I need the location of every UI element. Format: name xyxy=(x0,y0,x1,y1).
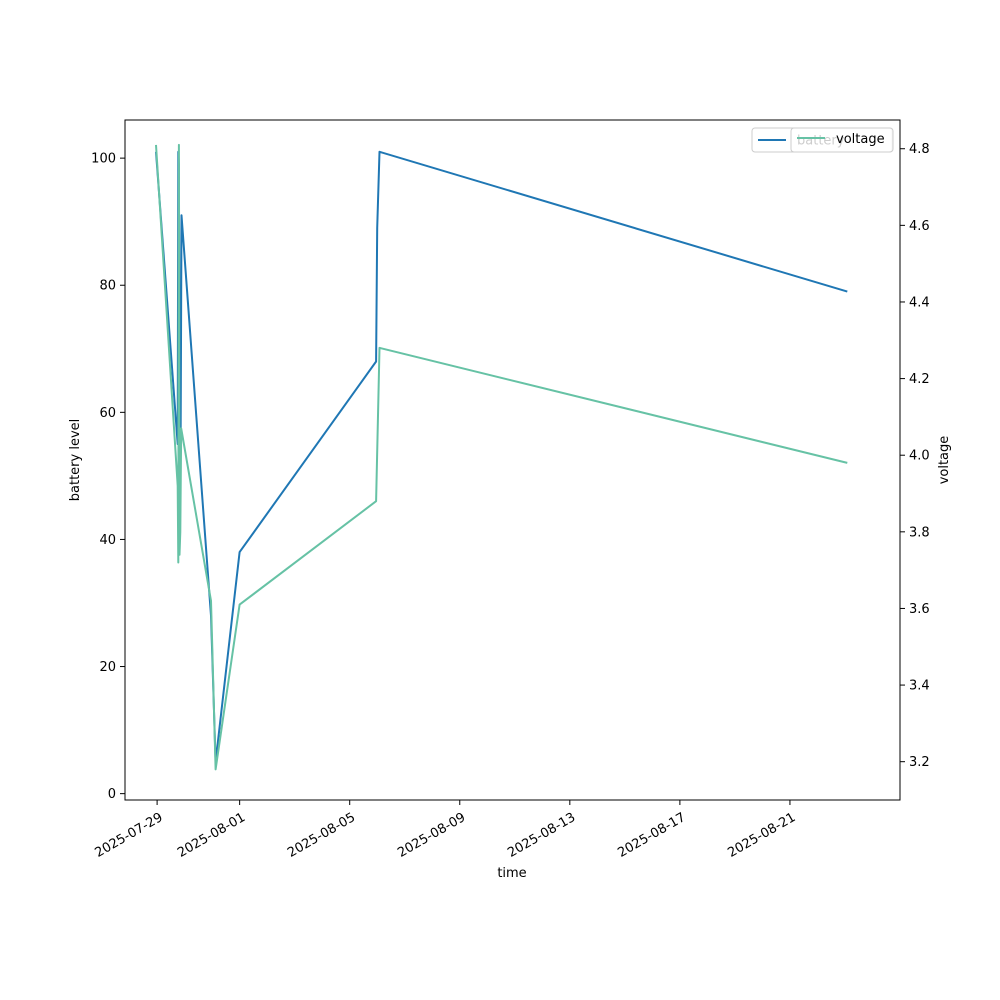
y-axis-label-right: voltage xyxy=(937,436,952,485)
series-line-battery xyxy=(155,150,848,763)
y-tick-label-left: 40 xyxy=(99,533,116,548)
y-tick-label-left: 60 xyxy=(99,406,116,421)
legend-box-voltage xyxy=(790,127,894,153)
x-tick-label: 2025-08-21 xyxy=(725,810,798,861)
y-tick-label-right: 3.2 xyxy=(909,755,930,770)
y-tick-label-right: 4.8 xyxy=(909,142,930,157)
plot-frame xyxy=(124,119,901,801)
y-tick-label-right: 3.8 xyxy=(909,525,930,540)
x-axis-label: time xyxy=(497,866,526,881)
x-tick-label: 2025-07-29 xyxy=(93,810,166,861)
y-axis-label-left: battery level xyxy=(68,419,83,502)
legend-label-voltage: voltage xyxy=(836,132,885,147)
x-tick-label: 2025-08-13 xyxy=(505,810,578,861)
y-tick-label-right: 4.2 xyxy=(909,372,930,387)
x-tick-label: 2025-08-17 xyxy=(615,810,688,861)
y-tick-label-right: 3.6 xyxy=(909,602,930,617)
series-layer xyxy=(155,143,848,771)
x-tick-label: 2025-08-01 xyxy=(175,810,248,861)
y-tick-label-left: 20 xyxy=(99,660,116,675)
y-tick-label-left: 80 xyxy=(99,279,116,294)
y-tick-label-left: 100 xyxy=(91,152,116,167)
y-tick-label-right: 4.4 xyxy=(909,295,930,310)
legend: batteryvoltage xyxy=(751,127,894,153)
x-tick-label: 2025-08-05 xyxy=(285,810,358,861)
x-tick-label: 2025-08-09 xyxy=(395,810,468,861)
series-line-voltage xyxy=(155,143,848,771)
y-tick-label-right: 4.6 xyxy=(909,219,930,234)
y-tick-label-left: 0 xyxy=(108,787,116,802)
y-tick-label-right: 4.0 xyxy=(909,449,930,464)
y-tick-label-right: 3.4 xyxy=(909,679,930,694)
